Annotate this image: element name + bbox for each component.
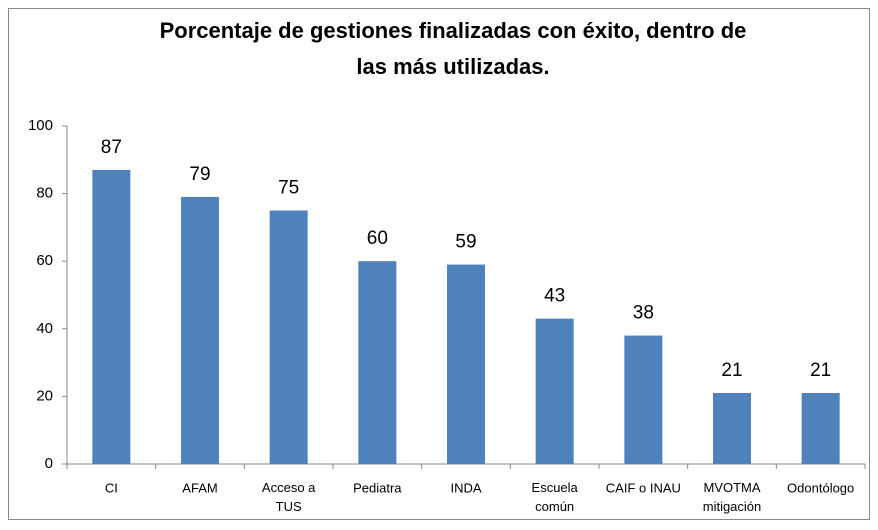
bar: [447, 264, 485, 464]
y-tick-label: 0: [45, 455, 53, 472]
y-tick-label: 80: [36, 185, 53, 202]
bar: [535, 318, 574, 464]
value-label: 87: [101, 137, 122, 158]
value-label: 21: [810, 360, 831, 381]
x-tick-label: Pediatra: [353, 480, 402, 495]
x-tick-label: MVOTMA mitigación: [703, 480, 762, 514]
x-tick-label: CAIF o INAU: [606, 480, 681, 495]
x-tick-label: INDA: [450, 480, 481, 495]
bar: [624, 335, 663, 464]
bar: [269, 210, 308, 464]
bar: [92, 169, 131, 464]
bar: [713, 393, 751, 464]
y-tick-label: 20: [36, 387, 53, 404]
bar: [801, 393, 840, 464]
value-label: 38: [633, 303, 654, 324]
y-tick-label: 60: [36, 252, 53, 269]
y-tick-label: 40: [36, 320, 53, 337]
x-tick-label: Acceso a TUS: [262, 480, 316, 514]
value-label: 60: [367, 228, 388, 249]
y-tick-label: 100: [28, 117, 53, 134]
bar: [358, 261, 397, 464]
x-tick-label: Odontólogo: [787, 480, 854, 495]
x-tick-label: AFAM: [182, 480, 217, 495]
x-tick-label: Escuela común: [532, 480, 579, 514]
x-tick-label: CI: [105, 480, 118, 495]
value-label: 75: [278, 178, 299, 199]
bar: [181, 196, 219, 465]
value-label: 43: [544, 286, 565, 307]
value-label: 79: [189, 164, 210, 185]
value-label: 59: [455, 232, 476, 253]
value-label: 21: [721, 360, 742, 381]
chart-title: Porcentaje de gestiones finalizadas con …: [160, 18, 747, 79]
